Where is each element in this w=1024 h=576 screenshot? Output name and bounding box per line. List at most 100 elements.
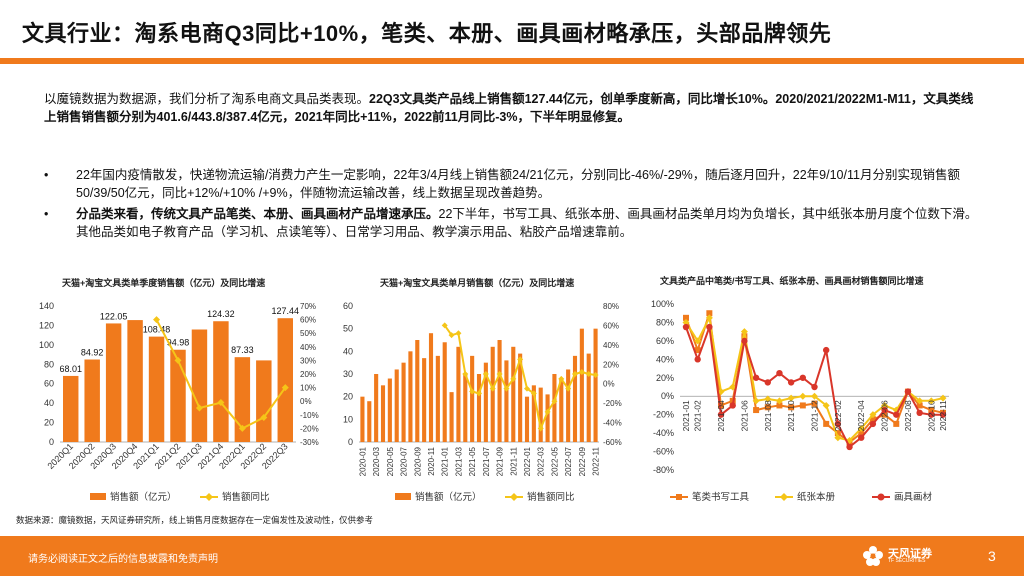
legend-label: 笔类书写工具 <box>692 491 750 503</box>
sales-bar <box>586 353 591 442</box>
legend-label: 纸张本册 <box>797 491 836 503</box>
y-tick-label: 10 <box>343 414 353 424</box>
yoy-point-marker <box>153 316 161 324</box>
sales-bar <box>511 346 516 442</box>
pen-point-marker <box>753 407 760 414</box>
y-tick-label: 20% <box>656 373 674 383</box>
x-tick-label: 2022-09 <box>578 446 587 476</box>
sales-bar <box>531 385 536 442</box>
pen-point-marker <box>776 402 783 409</box>
x-tick-label: 2021-06 <box>739 400 749 431</box>
yoy-point-marker <box>217 399 225 407</box>
x-tick-label: 2021-07 <box>482 446 491 476</box>
art-point-marker <box>799 374 807 381</box>
y-tick-label: 80 <box>44 359 54 369</box>
art-point-marker <box>776 369 783 377</box>
notebook-point-marker <box>787 394 795 402</box>
yoy-point-marker <box>592 371 599 378</box>
y-tick-label: 140 <box>39 301 54 311</box>
intro-bold: 22Q3文具类产品线上销售额127.44亿元，创单季度新高，同比增长10%。20… <box>44 92 974 124</box>
art-point-marker <box>939 411 947 418</box>
yoy-point-marker <box>517 356 524 363</box>
notebook-point-marker <box>729 383 737 391</box>
bar-data-label: 94.98 <box>167 338 190 348</box>
y2-tick-label: 60% <box>300 316 316 325</box>
y2-tick-label: 40% <box>603 341 619 350</box>
intro-plain: 以魔镜数据为数据源，我们分析了淘系电商文具品类表现。 <box>44 92 370 106</box>
sales-bar <box>476 374 482 442</box>
sales-bar <box>545 394 550 442</box>
bar-data-label: 108.48 <box>143 325 171 335</box>
bullet-list: • 22年国内疫情散发，快递物流运输/消费力产生一定影响，22年3/4月线上销售额… <box>44 166 979 244</box>
page-number: 3 <box>988 548 996 564</box>
legend-line-label: 销售额同比 <box>527 491 575 503</box>
yoy-point-marker <box>496 371 503 377</box>
sales-bar <box>191 329 208 442</box>
legend-marker <box>780 493 788 501</box>
y-tick-label: 50 <box>343 324 353 334</box>
yoy-point-marker <box>448 332 455 339</box>
sales-bar <box>566 369 571 442</box>
page-title: 文具行业：淘系电商Q3同比+10%，笔类、本册、画具画材略承压，头部品牌领先 <box>22 21 832 46</box>
sales-bar <box>552 374 557 442</box>
pen-point-marker <box>694 347 701 354</box>
y-tick-label: 40 <box>343 346 353 356</box>
pen-point-marker <box>834 430 841 437</box>
notebook-point-marker <box>799 392 807 400</box>
sales-bar <box>170 349 186 442</box>
y2-tick-label: -60% <box>603 438 622 447</box>
pen-point-marker <box>718 402 725 409</box>
yoy-point-marker <box>281 384 289 392</box>
yoy-point-marker <box>551 398 558 405</box>
sales-bar <box>497 340 502 442</box>
notebook-point-marker <box>705 314 713 322</box>
sales-bar <box>572 355 578 442</box>
yoy-point-marker <box>238 424 246 432</box>
sales-bar <box>538 387 543 442</box>
pen-point-marker <box>881 411 888 418</box>
art-point-marker <box>752 374 760 381</box>
x-tick-label: 2020-03 <box>372 446 381 476</box>
y-tick-label: -60% <box>653 447 674 457</box>
legend-marker <box>676 494 682 500</box>
yoy-point-marker <box>482 371 489 377</box>
bullet-item: • 22年国内疫情散发，快递物流运输/消费力产生一定影响，22年3/4月线上销售额… <box>44 166 979 202</box>
yoy-point-marker <box>510 375 517 382</box>
x-tick-label: 2021-01 <box>681 400 691 431</box>
sales-bar <box>213 321 229 442</box>
x-tick-label: 2022-07 <box>564 446 573 476</box>
y-tick-label: 60 <box>44 379 54 389</box>
notebook-point-marker <box>939 394 947 402</box>
y2-tick-label: 0% <box>603 380 615 389</box>
pen-point-marker <box>788 404 795 411</box>
bullet-bold: 分品类来看，传统文具产品笔类、本册、画具画材产品增速承压。 <box>76 207 439 221</box>
chart2-title: 天猫+淘宝文具类单月销售额（亿元）及同比增速 <box>380 278 575 288</box>
sales-bar <box>401 362 406 442</box>
disclaimer-link[interactable]: 请务必阅读正文之后的信息披露和免责声明 <box>28 554 218 565</box>
legend-marker <box>877 493 885 501</box>
yoy-point-marker <box>489 385 496 392</box>
sales-bar <box>105 323 122 442</box>
sales-bar <box>380 385 386 442</box>
x-tick-label: 2021-08 <box>763 400 773 431</box>
bullet-marker: • <box>44 207 49 221</box>
art-point-marker <box>916 409 923 417</box>
yoy-point-marker <box>544 408 551 415</box>
x-tick-label: 2022-05 <box>550 446 559 476</box>
bullet-marker: • <box>44 168 49 182</box>
art-point-marker <box>881 406 888 414</box>
y2-tick-label: 10% <box>300 384 316 393</box>
notebook-point-marker <box>857 425 865 432</box>
legend-line-label: 销售额同比 <box>222 491 270 503</box>
sales-bar <box>422 358 427 442</box>
pen-point-marker <box>799 402 806 409</box>
art-point-marker <box>846 443 853 451</box>
sales-bar <box>490 346 495 442</box>
data-source-note: 数据来源：魔镜数据，天风证券研究所，线上销售月度数据存在一定偏发性及波动性，仅供… <box>16 515 374 525</box>
art-point-marker <box>869 420 877 428</box>
y-tick-label: 120 <box>39 320 54 330</box>
notebook-point-marker <box>869 411 877 419</box>
yoy-point-marker <box>476 390 482 397</box>
notebook-point-marker <box>811 392 818 400</box>
y-tick-label: 20 <box>343 392 353 402</box>
